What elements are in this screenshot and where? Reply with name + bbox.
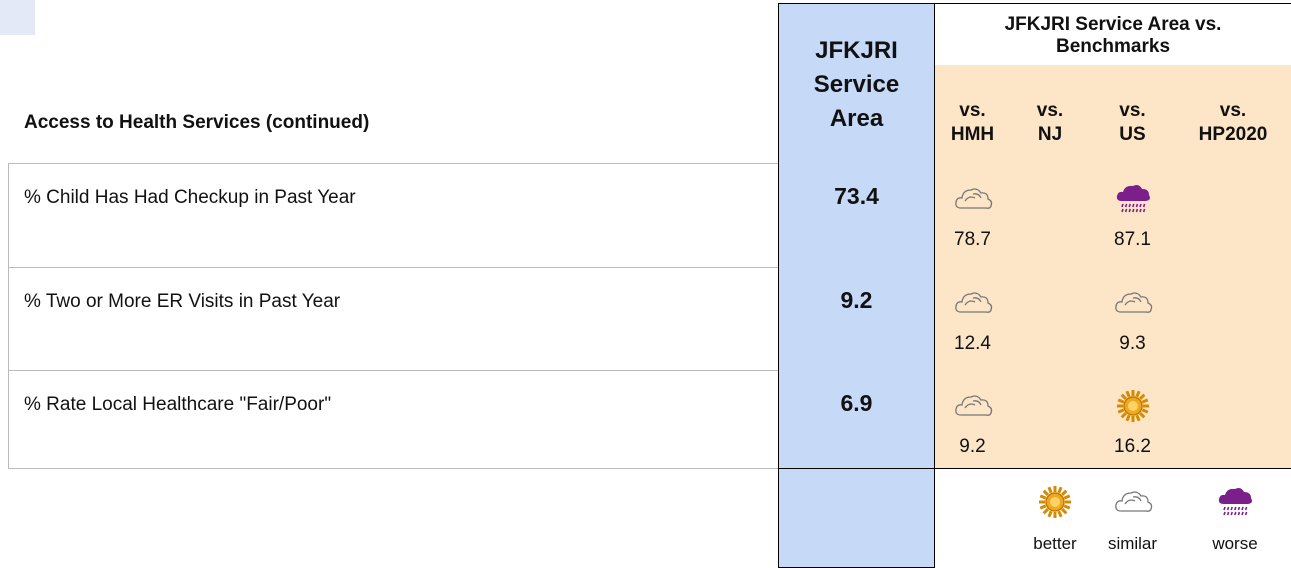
rating-icon-better [1039, 486, 1071, 518]
legend-item: worse [1190, 484, 1280, 554]
legend-item: better [1015, 484, 1095, 554]
section-title: Access to Health Services (continued) [24, 112, 370, 133]
benchmark-value: 9.3 [1119, 333, 1146, 354]
rating-icon-similar [1114, 491, 1152, 512]
benchmark-frame [935, 3, 1291, 468]
rating-icon-worse [1218, 488, 1252, 516]
benchmark-value: 87.1 [1114, 229, 1151, 250]
row-label: % Rate Local Healthcare "Fair/Poor" [24, 394, 332, 415]
row-label: % Two or More ER Visits in Past Year [24, 291, 341, 312]
column-header: vs. HMH [950, 100, 995, 145]
service-area-header: JFKJRI Service Area [813, 37, 900, 132]
column-header: vs. NJ [1036, 100, 1064, 145]
corner-square [0, 0, 35, 35]
benchmark-cell: 16.2 [1090, 388, 1175, 458]
service-area-value: 6.9 [840, 390, 873, 416]
benchmark-cell: 87.1 [1090, 181, 1175, 251]
legend-item: similar [1090, 484, 1175, 554]
legend-box [778, 468, 1291, 567]
legend-label: similar [1107, 534, 1158, 553]
benchmark-value: 12.4 [954, 333, 991, 354]
benchmark-area [935, 65, 1291, 468]
row-line [8, 163, 778, 164]
rating-icon-similar [1114, 292, 1152, 313]
rating-icon-similar [954, 292, 992, 313]
legend-label: worse [1212, 534, 1258, 553]
benchmark-value: 78.7 [954, 229, 991, 250]
legend-label: better [1033, 534, 1077, 553]
benchmark-cell: 78.7 [935, 181, 1010, 251]
benchmark-cell: 12.4 [935, 285, 1010, 355]
row-line [8, 267, 778, 268]
row-edge [8, 163, 9, 468]
benchmark-cell: 9.2 [935, 388, 1010, 458]
benchmark-cell: 9.3 [1090, 285, 1175, 355]
column-header: vs. US [1119, 100, 1146, 145]
column-header: vs. HP2020 [1198, 100, 1268, 145]
service-area-value: 9.2 [840, 287, 873, 313]
benchmark-value: 9.2 [959, 436, 986, 457]
rating-icon-similar [954, 395, 992, 416]
rating-icon-better [1116, 390, 1149, 422]
rating-icon-worse [1116, 185, 1150, 213]
service-area-value: 73.4 [834, 183, 879, 209]
benchmark-header: JFKJRI Service Area vs. Benchmarks [1004, 13, 1222, 57]
rating-icon-similar [954, 188, 992, 209]
service-area-column [778, 3, 935, 568]
row-line [8, 370, 778, 371]
benchmark-value: 16.2 [1114, 436, 1151, 457]
row-line [8, 468, 778, 469]
row-label: % Child Has Had Checkup in Past Year [24, 187, 356, 208]
